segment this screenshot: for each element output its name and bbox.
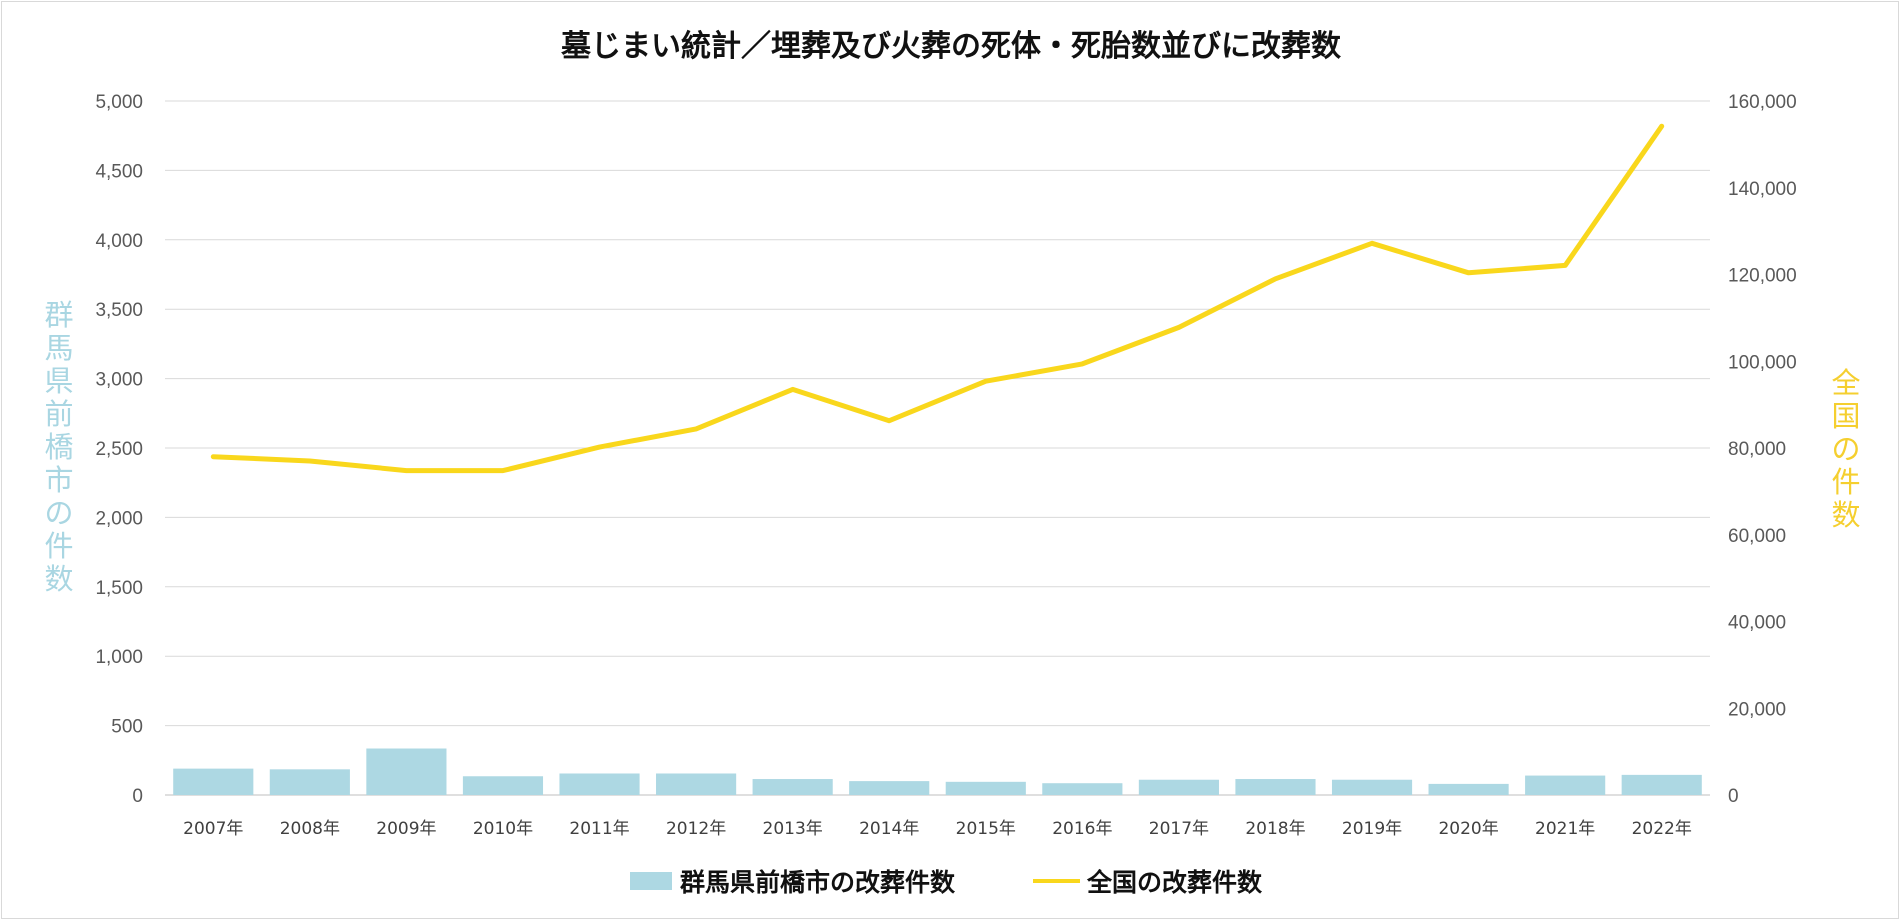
legend-bar-swatch (630, 872, 672, 890)
bar (1428, 783, 1509, 795)
left-tick-label: 2,000 (95, 508, 143, 529)
bar (752, 779, 833, 795)
bar (559, 773, 640, 795)
left-tick-label: 0 (132, 786, 143, 807)
right-tick-label: 140,000 (1728, 179, 1797, 200)
line-series (210, 123, 1665, 474)
left-tick-label: 3,000 (95, 370, 143, 391)
x-tick-label: 2014年 (859, 819, 919, 839)
right-tick-label: 100,000 (1728, 352, 1797, 373)
right-tick-label: 40,000 (1728, 613, 1786, 634)
bar (462, 776, 544, 795)
line-path (210, 123, 1665, 474)
left-tick-label: 4,000 (95, 231, 143, 252)
x-tick-label: 2021年 (1535, 819, 1595, 839)
left-tick-label: 1,500 (95, 578, 143, 599)
x-tick-label: 2012年 (666, 819, 726, 839)
bar (1621, 774, 1702, 795)
left-tick-label: 4,500 (95, 161, 143, 182)
bar-series (173, 748, 1702, 795)
right-axis-title-text: 全国の件数 (1831, 366, 1860, 532)
x-tick-label: 2020年 (1438, 819, 1498, 839)
x-tick-label: 2022年 (1632, 819, 1692, 839)
right-tick-label: 0 (1728, 786, 1739, 807)
left-tick-label: 500 (111, 717, 143, 738)
left-axis-title-text: 群馬県前橋市の件数 (44, 298, 73, 596)
left-tick-label: 1,000 (95, 647, 143, 668)
bar (366, 748, 447, 795)
left-tick-label: 5,000 (95, 92, 143, 113)
x-tick-label: 2009年 (376, 819, 436, 839)
bar (1525, 775, 1606, 795)
x-tick-label: 2007年 (183, 819, 243, 839)
x-tick-label: 2016年 (1052, 819, 1112, 839)
left-axis-title: 群馬県前橋市の件数 (44, 298, 73, 596)
right-tick-label: 20,000 (1728, 699, 1786, 720)
right-tick-label: 120,000 (1728, 266, 1797, 287)
legend-bar-label: 群馬県前橋市の改葬件数 (680, 868, 956, 897)
x-tick-label: 2008年 (280, 819, 340, 839)
bar (945, 781, 1026, 795)
x-tick-label: 2011年 (569, 819, 629, 839)
right-tick-label: 160,000 (1728, 92, 1797, 113)
left-axis-ticks: 0 500 1,000 1,500 2,000 2,500 3,000 3,500 4,000 4… (95, 92, 143, 807)
legend-line-label: 全国の改葬件数 (1086, 868, 1263, 897)
bar (173, 768, 254, 795)
x-tick-label: 2019年 (1342, 819, 1402, 839)
right-tick-label: 80,000 (1728, 439, 1786, 460)
gridlines (165, 100, 1710, 796)
x-tick-label: 2013年 (763, 819, 823, 839)
chart-title: 墓じまい統計／埋葬及び火葬の死体・死胎数並びに改葬数 (560, 29, 1342, 64)
right-axis-ticks: 0 20,000 40,000 60,000 80,000 100,000 120,000 1… (1728, 92, 1797, 807)
right-axis-title: 全国の件数 (1831, 366, 1860, 532)
bar (1331, 779, 1413, 795)
bar (1138, 779, 1219, 795)
bar (656, 773, 737, 795)
right-tick-label: 60,000 (1728, 526, 1786, 547)
bar (269, 769, 350, 795)
bar (1235, 779, 1316, 795)
left-tick-label: 2,500 (95, 439, 143, 460)
bar (849, 781, 930, 795)
x-tick-label: 2018年 (1245, 819, 1305, 839)
x-tick-label: 2017年 (1149, 819, 1209, 839)
x-tick-label: 2015年 (956, 819, 1016, 839)
legend: 群馬県前橋市の改葬件数 全国の改葬件数 (630, 868, 1263, 897)
x-tick-label: 2010年 (473, 819, 533, 839)
x-axis-ticks: 2007年 2008年 2009年 2010年 2011年 2012年 2013年 2014年… (183, 819, 1692, 839)
left-tick-label: 3,500 (95, 300, 143, 321)
bar (1042, 783, 1123, 795)
